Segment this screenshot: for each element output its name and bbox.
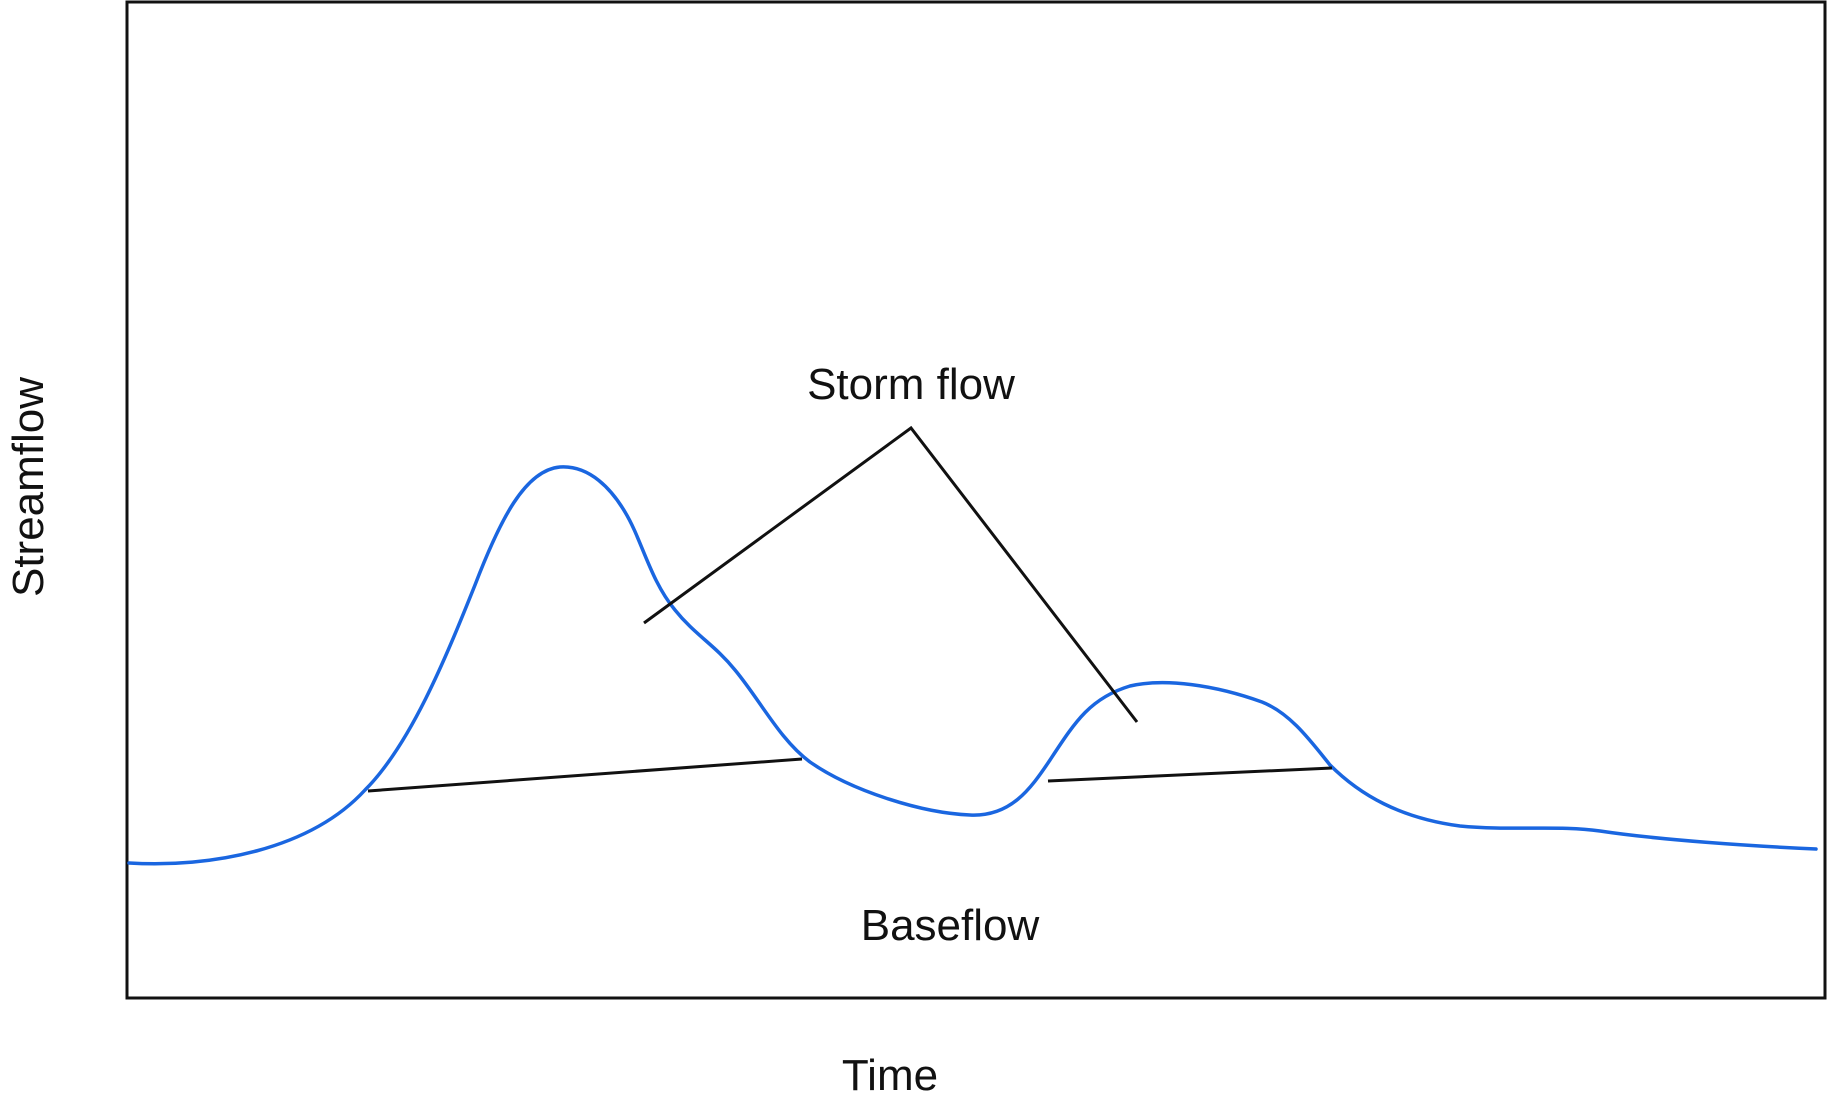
x-axis-label: Time <box>842 1051 938 1100</box>
y-axis-label: Streamflow <box>4 377 53 597</box>
hydrograph-curve <box>127 465 1818 866</box>
storm-flow-leader <box>643 425 1139 723</box>
plot-frame <box>125 0 1827 1000</box>
baseflow-separation-line-1 <box>367 757 803 793</box>
storm-flow-label: Storm flow <box>807 360 1015 409</box>
baseflow-separation-line-2 <box>1047 766 1333 783</box>
baseflow-label: Baseflow <box>861 901 1040 950</box>
